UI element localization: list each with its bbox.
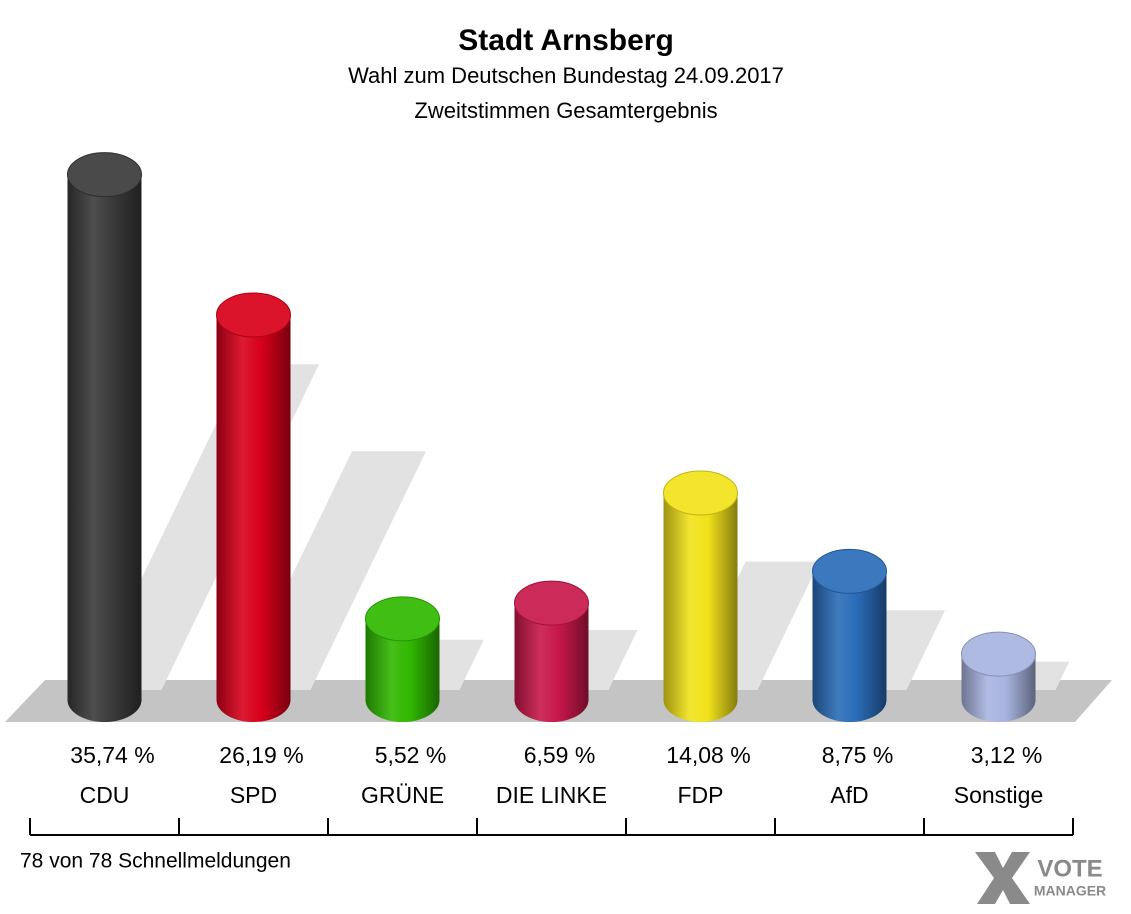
value-label: 8,75 % bbox=[822, 742, 894, 768]
logo: VOTE MANAGER bbox=[975, 852, 1106, 904]
bar-top bbox=[663, 470, 738, 516]
bar bbox=[365, 618, 440, 723]
logo-mark bbox=[975, 852, 1030, 904]
x-tick-label: Sonstige bbox=[954, 782, 1044, 808]
x-tick-label: GRÜNE bbox=[361, 782, 444, 808]
bar-top bbox=[67, 152, 142, 198]
value-label: 3,12 % bbox=[971, 742, 1043, 768]
bar-top bbox=[365, 596, 440, 642]
bar bbox=[514, 603, 589, 723]
bar bbox=[67, 174, 142, 723]
bar-top bbox=[812, 548, 887, 594]
value-label: 5,52 % bbox=[375, 742, 447, 768]
bar-top bbox=[514, 580, 589, 626]
value-label: 6,59 % bbox=[524, 742, 596, 768]
x-tick-label: AfD bbox=[830, 782, 868, 808]
bar-top bbox=[216, 292, 291, 338]
value-label: 35,74 % bbox=[70, 742, 154, 768]
footer: 78 von 78 Schnellmeldungen bbox=[20, 850, 291, 873]
bar bbox=[663, 493, 738, 723]
bar bbox=[216, 315, 291, 723]
value-label: 14,08 % bbox=[666, 742, 750, 768]
bar-top bbox=[961, 631, 1036, 677]
x-tick-label: FDP bbox=[678, 782, 724, 808]
value-label: 26,19 % bbox=[219, 742, 303, 768]
x-tick-label: DIE LINKE bbox=[496, 782, 607, 808]
logo-text: MANAGER bbox=[1034, 883, 1106, 899]
subtitle: Zweitstimmen Gesamtergebnis bbox=[414, 98, 717, 123]
subtitle: Wahl zum Deutschen Bundestag 24.09.2017 bbox=[348, 63, 784, 88]
logo-text: VOTE bbox=[1037, 855, 1102, 882]
x-tick-label: CDU bbox=[80, 782, 130, 808]
chart-title: Stadt Arnsberg bbox=[458, 24, 674, 57]
x-tick-label: SPD bbox=[230, 782, 277, 808]
bar bbox=[812, 571, 887, 723]
